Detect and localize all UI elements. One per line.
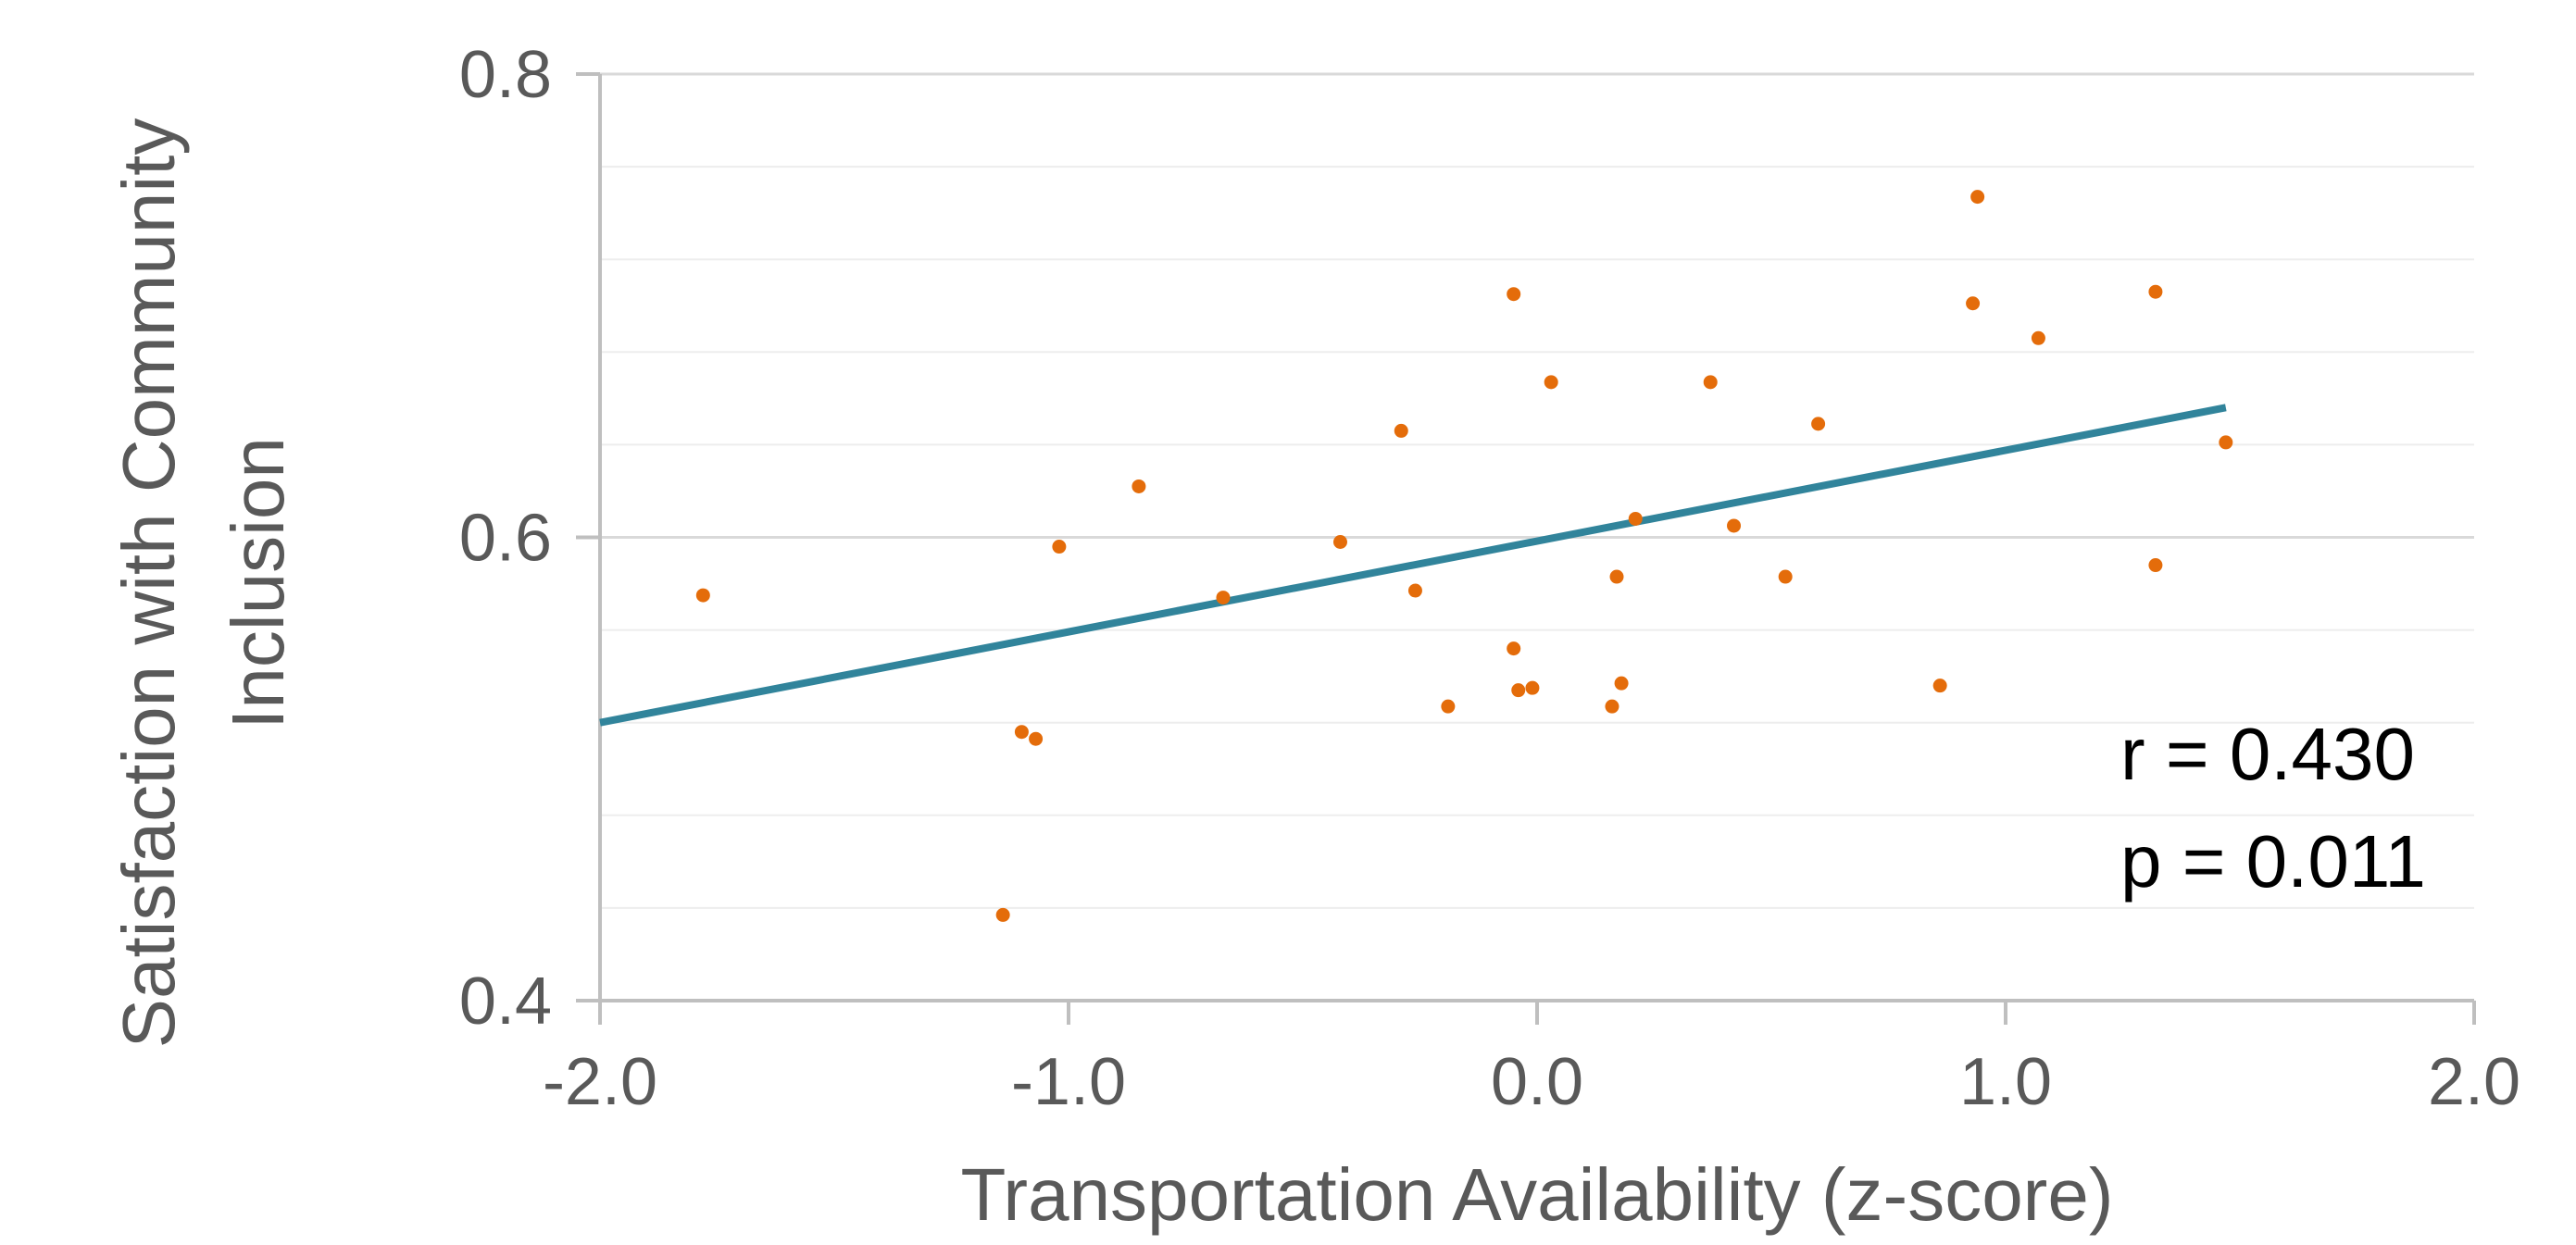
y-axis-ticks: 0.4 0.6 0.8 bbox=[459, 38, 600, 1039]
data-point bbox=[1394, 423, 1408, 438]
data-point bbox=[1778, 569, 1793, 584]
data-point bbox=[2031, 330, 2045, 345]
data-point bbox=[2148, 558, 2163, 573]
x-axis-title: Transportation Availability (z-score) bbox=[961, 1153, 2114, 1236]
x-tick-label: 0.0 bbox=[1491, 1045, 1583, 1119]
data-point bbox=[1628, 511, 1643, 526]
data-point bbox=[1507, 641, 1521, 656]
data-point bbox=[1511, 683, 1526, 698]
x-tick-label: 1.0 bbox=[1959, 1045, 2052, 1119]
data-point bbox=[1544, 375, 1558, 390]
data-point bbox=[1614, 676, 1629, 691]
data-point bbox=[1932, 679, 1947, 693]
data-point bbox=[1441, 699, 1456, 714]
y-tick-label: 0.4 bbox=[459, 965, 552, 1039]
trendline bbox=[599, 404, 2227, 727]
data-point bbox=[1029, 731, 1044, 746]
correlation-p-label: p = 0.011 bbox=[2120, 820, 2426, 903]
y-axis-title: Satisfaction with Community Inclusion bbox=[107, 118, 299, 1049]
x-axis-ticks: -2.0 -1.0 0.0 1.0 2.0 bbox=[543, 1001, 2520, 1119]
y-tick-label: 0.6 bbox=[459, 502, 552, 576]
data-point bbox=[1609, 569, 1624, 584]
trendline-group bbox=[599, 404, 2227, 727]
y-axis-title-line-2: Inclusion bbox=[217, 437, 299, 729]
data-point bbox=[1605, 699, 1619, 714]
data-point bbox=[2219, 435, 2233, 450]
data-points bbox=[695, 190, 2233, 922]
y-axis-title-line-1: Satisfaction with Community bbox=[107, 118, 190, 1049]
major-gridlines bbox=[600, 72, 2474, 539]
y-tick-label: 0.8 bbox=[459, 38, 552, 112]
data-point bbox=[1332, 535, 1347, 550]
x-tick-label: -2.0 bbox=[543, 1045, 657, 1119]
data-point bbox=[1703, 375, 1718, 390]
correlation-r-label: r = 0.430 bbox=[2120, 713, 2415, 795]
data-point bbox=[1507, 287, 1521, 302]
data-point bbox=[1966, 296, 1981, 311]
data-point bbox=[1811, 417, 1826, 431]
data-point bbox=[1216, 591, 1231, 605]
data-point bbox=[1970, 190, 1985, 205]
minor-gridlines bbox=[600, 166, 2474, 909]
data-point bbox=[1052, 540, 1067, 554]
data-point bbox=[1407, 583, 1422, 598]
data-point bbox=[1727, 518, 1742, 533]
data-point bbox=[1014, 725, 1029, 740]
data-point bbox=[995, 907, 1010, 922]
x-tick-label: 2.0 bbox=[2428, 1045, 2520, 1119]
data-point bbox=[695, 588, 710, 603]
data-point bbox=[1525, 680, 1540, 695]
data-point bbox=[1132, 479, 1146, 493]
data-point bbox=[2148, 284, 2163, 299]
x-tick-label: -1.0 bbox=[1011, 1045, 1126, 1119]
